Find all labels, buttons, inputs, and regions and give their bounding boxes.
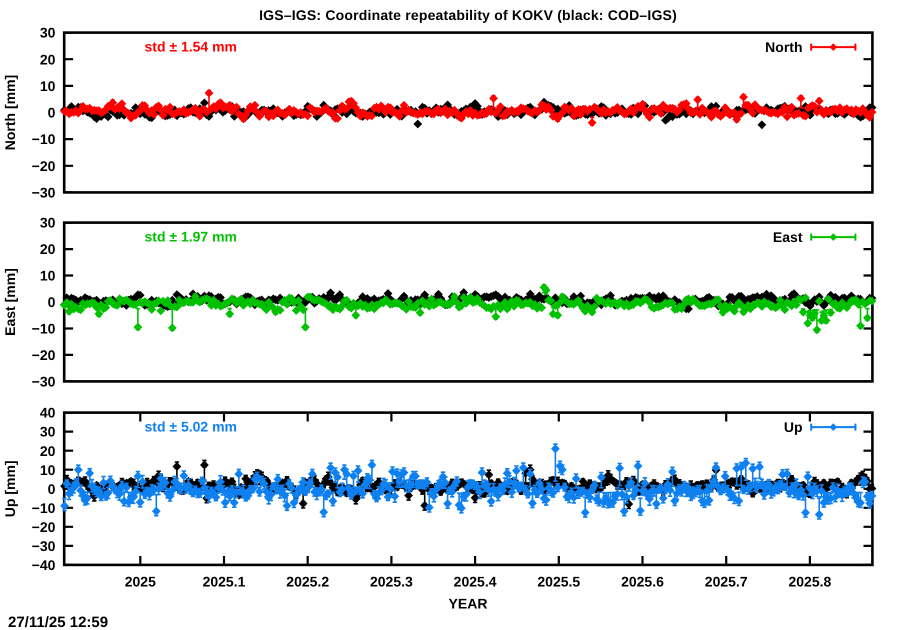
svg-text:2025.3: 2025.3	[370, 574, 413, 590]
svg-text:20: 20	[40, 443, 56, 459]
svg-text:−20: −20	[32, 347, 56, 363]
svg-text:North: North	[765, 39, 802, 55]
svg-text:0: 0	[48, 481, 56, 497]
svg-text:10: 10	[40, 78, 56, 94]
svg-text:2025.7: 2025.7	[705, 574, 748, 590]
svg-text:30: 30	[40, 25, 56, 41]
svg-text:Up: Up	[784, 419, 803, 435]
svg-text:std ± 1.97 mm: std ± 1.97 mm	[145, 229, 238, 245]
svg-text:−40: −40	[32, 557, 56, 573]
svg-text:27/11/25 12:59: 27/11/25 12:59	[8, 614, 108, 630]
svg-text:20: 20	[40, 51, 56, 67]
svg-text:−30: −30	[32, 538, 56, 554]
svg-text:YEAR: YEAR	[449, 596, 488, 612]
svg-text:2025.6: 2025.6	[621, 574, 664, 590]
svg-text:−30: −30	[32, 185, 56, 201]
svg-text:−10: −10	[32, 500, 56, 516]
svg-text:30: 30	[40, 424, 56, 440]
svg-text:−10: −10	[32, 321, 56, 337]
svg-text:2025: 2025	[125, 574, 156, 590]
svg-text:std ± 1.54 mm: std ± 1.54 mm	[145, 39, 238, 55]
svg-text:−20: −20	[32, 158, 56, 174]
svg-text:North [mm]: North [mm]	[2, 75, 18, 150]
svg-text:std ± 5.02 mm: std ± 5.02 mm	[145, 419, 238, 435]
svg-text:−30: −30	[32, 374, 56, 390]
svg-text:Up [mm]: Up [mm]	[2, 460, 18, 517]
svg-text:10: 10	[40, 268, 56, 284]
svg-text:20: 20	[40, 241, 56, 257]
svg-text:2025.8: 2025.8	[788, 574, 831, 590]
svg-text:10: 10	[40, 462, 56, 478]
svg-text:2025.1: 2025.1	[203, 574, 246, 590]
svg-text:−10: −10	[32, 131, 56, 147]
svg-text:−20: −20	[32, 519, 56, 535]
svg-text:East: East	[773, 229, 803, 245]
svg-text:2025.5: 2025.5	[537, 574, 580, 590]
svg-text:30: 30	[40, 215, 56, 231]
svg-text:0: 0	[48, 294, 56, 310]
svg-text:2025.2: 2025.2	[286, 574, 329, 590]
svg-text:40: 40	[40, 405, 56, 421]
svg-text:East [mm]: East [mm]	[2, 268, 18, 336]
svg-text:2025.4: 2025.4	[454, 574, 497, 590]
svg-text:0: 0	[48, 105, 56, 121]
svg-text:IGS–IGS: Coordinate repeatabil: IGS–IGS: Coordinate repeatability of KOK…	[259, 7, 677, 23]
